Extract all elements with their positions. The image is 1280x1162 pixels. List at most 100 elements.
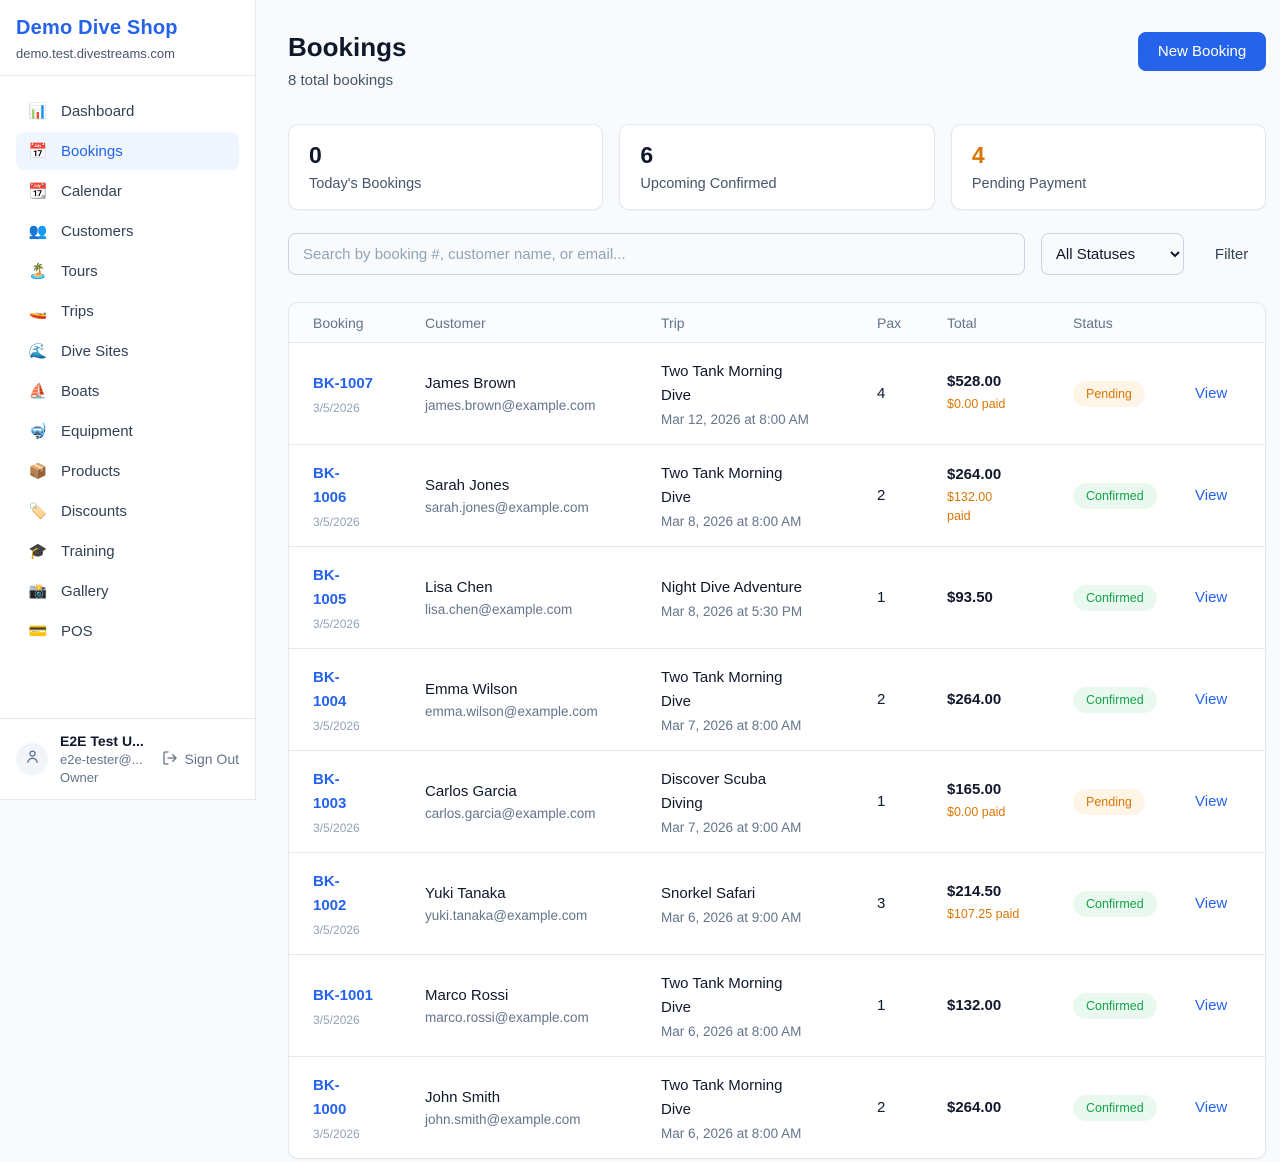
user-role: Owner — [60, 770, 99, 785]
total-amount: $93.50 — [947, 589, 993, 606]
view-link[interactable]: View — [1195, 690, 1228, 708]
tours-icon: 🏝️ — [28, 263, 48, 280]
trip-datetime: Mar 8, 2026 at 8:00 AM — [661, 514, 802, 529]
view-link[interactable]: View — [1195, 996, 1228, 1014]
trip-datetime: Mar 6, 2026 at 8:00 AM — [661, 1126, 802, 1141]
booking-id-link[interactable]: BK- 1006 — [313, 465, 347, 506]
customer-cell: Marco Rossi marco.rossi@example.com — [425, 970, 661, 1042]
booking-id-link[interactable]: BK- 1004 — [313, 669, 347, 710]
trip-cell: Two Tank Morning Dive Mar 6, 2026 at 8:0… — [661, 955, 877, 1056]
view-link[interactable]: View — [1195, 894, 1228, 912]
sidebar-item-label: Trips — [61, 302, 94, 320]
trip-name: Two Tank Morning Dive — [661, 363, 783, 404]
sign-out-label: Sign Out — [184, 751, 239, 767]
total-cell: $528.00 $0.00 paid — [947, 356, 1073, 431]
status-badge: Confirmed — [1073, 686, 1157, 713]
trip-cell: Two Tank Morning Dive Mar 12, 2026 at 8:… — [661, 343, 877, 444]
booking-id-link[interactable]: BK- 1005 — [313, 567, 347, 608]
sidebar-item-products[interactable]: 📦 Products — [16, 452, 239, 490]
filter-button[interactable]: Filter — [1200, 246, 1266, 263]
new-booking-button[interactable]: New Booking — [1137, 32, 1267, 71]
trip-cell: Two Tank Morning Dive Mar 7, 2026 at 8:0… — [661, 649, 877, 750]
sidebar-item-training[interactable]: 🎓 Training — [16, 532, 239, 570]
view-link[interactable]: View — [1195, 486, 1228, 504]
search-input[interactable] — [288, 233, 1025, 275]
dive-sites-icon: 🌊 — [28, 343, 48, 360]
booking-id-link[interactable]: BK- 1000 — [313, 1077, 347, 1118]
training-icon: 🎓 — [28, 543, 48, 560]
view-link[interactable]: View — [1195, 384, 1228, 402]
sidebar-item-gallery[interactable]: 📸 Gallery — [16, 572, 239, 610]
status-cell: Confirmed — [1073, 1078, 1195, 1138]
sidebar-item-trips[interactable]: 🚤 Trips — [16, 292, 239, 330]
total-amount: $132.00 — [947, 997, 1002, 1014]
filters-row: All Statuses Filter — [288, 233, 1266, 275]
pos-icon: 💳 — [28, 623, 48, 640]
trip-name: Night Dive Adventure — [661, 579, 802, 596]
customer-name: James Brown — [425, 374, 516, 392]
sidebar-item-discounts[interactable]: 🏷️ Discounts — [16, 492, 239, 530]
sidebar-item-boats[interactable]: ⛵ Boats — [16, 372, 239, 410]
sidebar-item-customers[interactable]: 👥 Customers — [16, 212, 239, 250]
action-cell: View — [1195, 572, 1241, 624]
sidebar-item-calendar[interactable]: 📆 Calendar — [16, 172, 239, 210]
trip-datetime: Mar 6, 2026 at 8:00 AM — [661, 1024, 802, 1039]
sign-out-button[interactable]: Sign Out — [162, 750, 239, 769]
sign-out-icon — [162, 750, 178, 769]
total-cell: $264.00 $132.00 paid — [947, 449, 1073, 543]
booking-id-link[interactable]: BK- 1002 — [313, 873, 347, 914]
view-link[interactable]: View — [1195, 1098, 1228, 1116]
sidebar-item-pos[interactable]: 💳 POS — [16, 612, 239, 650]
booking-id-link[interactable]: BK-1007 — [313, 375, 374, 392]
trips-icon: 🚤 — [28, 303, 48, 320]
customer-name: Yuki Tanaka — [425, 884, 506, 902]
sidebar-item-label: Tours — [61, 262, 98, 280]
sidebar-item-tours[interactable]: 🏝️ Tours — [16, 252, 239, 290]
sidebar-item-dive-sites[interactable]: 🌊 Dive Sites — [16, 332, 239, 370]
total-amount: $264.00 — [947, 465, 1002, 483]
booking-id-link[interactable]: BK- 1003 — [313, 771, 347, 812]
status-badge: Confirmed — [1073, 1094, 1157, 1121]
customer-cell: Sarah Jones sarah.jones@example.com — [425, 460, 661, 532]
paid-amount: $0.00 paid — [947, 805, 1006, 820]
view-link[interactable]: View — [1195, 588, 1228, 606]
table-row: BK- 1003 3/5/2026 Carlos Garcia carlos.g… — [289, 751, 1266, 853]
sidebar-item-label: Discounts — [61, 502, 127, 520]
paid-amount: $132.00 paid — [947, 489, 993, 523]
pax-count: 1 — [877, 793, 886, 810]
sidebar-item-equipment[interactable]: 🤿 Equipment — [16, 412, 239, 450]
status-filter-select[interactable]: All Statuses — [1040, 233, 1184, 275]
sidebar-item-dashboard[interactable]: 📊 Dashboard — [16, 92, 239, 130]
customer-cell: Emma Wilson emma.wilson@example.com — [425, 664, 661, 736]
booking-cell: BK- 1006 3/5/2026 — [313, 445, 425, 546]
stat-card-upcoming-confirmed: 6 Upcoming Confirmed — [619, 124, 935, 210]
page-subtitle: 8 total bookings — [288, 72, 394, 89]
paid-amount: $0.00 paid — [947, 397, 1006, 412]
action-cell: View — [1195, 470, 1241, 522]
booking-id-link[interactable]: BK-1001 — [313, 987, 374, 1004]
trip-name: Discover Scuba Diving — [661, 771, 767, 812]
status-cell: Confirmed — [1073, 874, 1195, 934]
trip-datetime: Mar 6, 2026 at 9:00 AM — [661, 910, 802, 925]
view-link[interactable]: View — [1195, 792, 1228, 810]
booking-date: 3/5/2026 — [313, 1127, 360, 1141]
trip-name: Two Tank Morning Dive — [661, 975, 783, 1016]
total-cell: $264.00 — [947, 674, 1073, 725]
discounts-icon: 🏷️ — [28, 503, 48, 520]
trip-datetime: Mar 7, 2026 at 9:00 AM — [661, 820, 802, 835]
customer-cell: Yuki Tanaka yuki.tanaka@example.com — [425, 868, 661, 940]
page-header: Bookings 8 total bookings New Booking — [288, 32, 1267, 89]
sidebar: Demo Dive Shop demo.test.divestreams.com… — [0, 0, 256, 800]
boats-icon: ⛵ — [28, 383, 48, 400]
status-badge: Confirmed — [1073, 890, 1157, 917]
table-header-row: Booking Customer Trip Pax Total Status — [289, 303, 1266, 343]
sidebar-item-bookings[interactable]: 📅 Bookings — [16, 132, 239, 170]
page-header-text: Bookings 8 total bookings — [288, 32, 406, 89]
customer-email: emma.wilson@example.com — [425, 703, 598, 719]
customer-name: Marco Rossi — [425, 986, 509, 1004]
sidebar-item-label: Equipment — [61, 422, 133, 440]
pax-count: 2 — [877, 1099, 886, 1116]
sidebar-item-label: Dashboard — [61, 102, 135, 120]
trip-cell: Snorkel Safari Mar 6, 2026 at 9:00 AM — [661, 865, 877, 942]
status-cell: Confirmed — [1073, 976, 1195, 1036]
